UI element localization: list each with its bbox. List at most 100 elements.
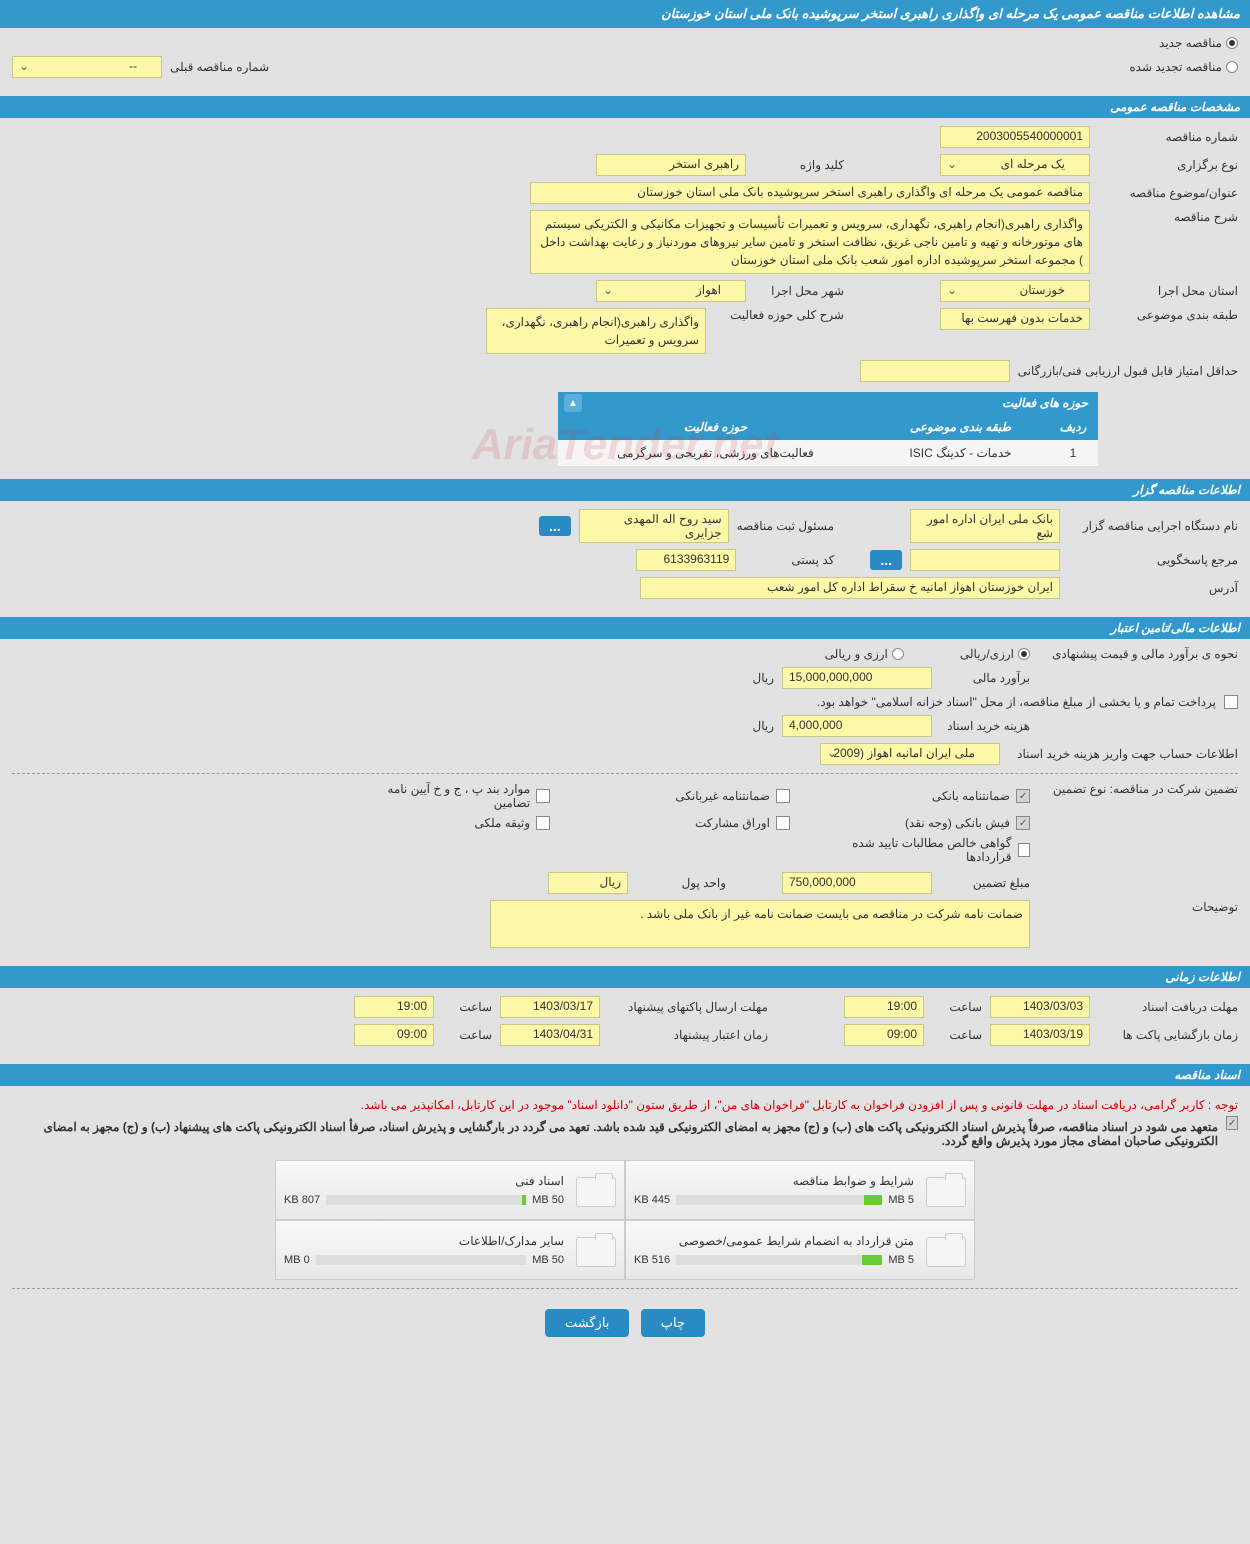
contact-more-button[interactable]: ... bbox=[870, 550, 902, 570]
doc-deadline-label: مهلت دریافت اسناد bbox=[1098, 1000, 1238, 1014]
postal-label: کد پستی bbox=[744, 553, 834, 567]
payment-note: پرداخت تمام و یا بخشی از مبلغ مناقصه، از… bbox=[817, 695, 1216, 709]
keyword-label: کلید واژه bbox=[754, 158, 844, 172]
notice-red: توجه : کاربر گرامی، دریافت اسناد در مهلت… bbox=[12, 1094, 1238, 1116]
min-score-field bbox=[860, 360, 1010, 382]
registrar-more-button[interactable]: ... bbox=[539, 516, 571, 536]
tender-no-field: 2003005540000001 bbox=[940, 126, 1090, 148]
validity-time: 09:00 bbox=[354, 1024, 434, 1046]
folder-icon bbox=[574, 1229, 616, 1271]
activities-table: ردیف طبقه بندی موضوعی حوزه فعالیت 1 خدما… bbox=[558, 414, 1098, 467]
min-score-label: حداقل امتیاز قابل قبول ارزیابی فنی/بازرگ… bbox=[1018, 364, 1238, 378]
general-section-header: مشخصات مناقصه عمومی bbox=[0, 96, 1250, 118]
chk-bank-receipt[interactable] bbox=[1016, 816, 1030, 830]
guarantee-amount-label: مبلغ تضمین bbox=[940, 876, 1030, 890]
folder-icon bbox=[924, 1229, 966, 1271]
address-label: آدرس bbox=[1068, 581, 1238, 595]
agency-field: بانک ملی ایران اداره امور شع bbox=[910, 509, 1060, 543]
unit-label: ریال bbox=[752, 671, 774, 685]
city-label: شهر محل اجرا bbox=[754, 284, 844, 298]
doc-fee-unit: ریال bbox=[752, 719, 774, 733]
folder-icon bbox=[574, 1169, 616, 1211]
commit-checkbox[interactable] bbox=[1226, 1116, 1238, 1130]
time-label-3: ساعت bbox=[932, 1028, 982, 1042]
col-scope: حوزه فعالیت bbox=[558, 414, 873, 440]
divider-bottom bbox=[12, 1288, 1238, 1289]
chk-bonds[interactable] bbox=[776, 816, 790, 830]
open-label: زمان بازگشایی پاکت ها bbox=[1098, 1028, 1238, 1042]
treasury-checkbox[interactable] bbox=[1224, 695, 1238, 709]
document-item[interactable]: متن قرارداد به انضمام شرایط عمومی/خصوصی … bbox=[625, 1220, 975, 1280]
guarantee-note-field: ضمانت نامه شرکت در مناقصه می بایست ضمانت… bbox=[490, 900, 1030, 948]
divider bbox=[12, 773, 1238, 774]
doc-progress bbox=[676, 1255, 882, 1265]
open-date: 1403/03/19 bbox=[990, 1024, 1090, 1046]
radio-renewed-tender[interactable] bbox=[1226, 61, 1238, 73]
document-item[interactable]: شرایط و ضوابط مناقصه 5 MB 445 KB bbox=[625, 1160, 975, 1220]
doc-size: 0 MB bbox=[284, 1254, 310, 1266]
documents-section-header: اسناد مناقصه bbox=[0, 1064, 1250, 1086]
doc-max: 50 MB bbox=[532, 1254, 564, 1266]
renewed-tender-label: مناقصه تجدید شده bbox=[1129, 60, 1222, 74]
doc-title: سایر مدارک/اطلاعات bbox=[284, 1234, 564, 1248]
print-button[interactable]: چاپ bbox=[641, 1309, 705, 1337]
desc-label: شرح مناقصه bbox=[1098, 210, 1238, 224]
document-item[interactable]: اسناد فنی 50 MB 807 KB bbox=[275, 1160, 625, 1220]
guarantee-unit-field: ریال bbox=[548, 872, 628, 894]
doc-title: اسناد فنی bbox=[284, 1174, 564, 1188]
guarantee-unit-label: واحد پول bbox=[636, 876, 726, 890]
city-select[interactable]: اهواز bbox=[596, 280, 746, 302]
open-time: 09:00 bbox=[844, 1024, 924, 1046]
province-select[interactable]: خوزستان bbox=[940, 280, 1090, 302]
postal-field: 6133963119 bbox=[636, 549, 736, 571]
registrar-label: مسئول ثبت مناقصه bbox=[737, 519, 834, 533]
doc-deadline-time: 19:00 bbox=[844, 996, 924, 1018]
prev-number-select[interactable]: -- bbox=[12, 56, 162, 78]
activity-scope-label: شرح کلی حوزه فعالیت bbox=[714, 308, 844, 322]
doc-size: 445 KB bbox=[634, 1194, 670, 1206]
prev-number-label: شماره مناقصه قبلی bbox=[170, 60, 269, 74]
currency-label: ارزی و ریالی bbox=[825, 647, 888, 661]
page-title: مشاهده اطلاعات مناقصه عمومی یک مرحله ای … bbox=[0, 0, 1250, 28]
tender-no-label: شماره مناقصه bbox=[1098, 130, 1238, 144]
back-button[interactable]: بازگشت bbox=[545, 1309, 629, 1337]
chk-bank-guarantee[interactable] bbox=[1016, 789, 1030, 803]
estimate-type-label: نحوه ی برآورد مالی و قیمت پیشنهادی bbox=[1038, 647, 1238, 661]
contact-field bbox=[910, 549, 1060, 571]
radio-rial[interactable] bbox=[1018, 648, 1030, 660]
chk-contract-cert[interactable] bbox=[1018, 843, 1030, 857]
col-row: ردیف bbox=[1048, 414, 1098, 440]
guarantee-amount-field: 750,000,000 bbox=[782, 872, 932, 894]
chk-nonbank[interactable] bbox=[776, 789, 790, 803]
holding-type-select[interactable]: یک مرحله ای bbox=[940, 154, 1090, 176]
chk-property[interactable] bbox=[536, 816, 550, 830]
guarantee-note-label: توضیحات bbox=[1038, 900, 1238, 914]
subject-field: مناقصه عمومی یک مرحله ای واگذاری راهبری … bbox=[530, 182, 1090, 204]
doc-size: 807 KB bbox=[284, 1194, 320, 1206]
chk-regulation[interactable] bbox=[536, 789, 550, 803]
account-select[interactable]: ملی ایران امانیه اهواز (2009 bbox=[820, 743, 1000, 765]
bid-deadline-label: مهلت ارسال پاکتهای پیشنهاد bbox=[608, 1000, 768, 1014]
category-field: خدمات بدون فهرست بها bbox=[940, 308, 1090, 330]
time-label-4: ساعت bbox=[442, 1028, 492, 1042]
validity-date: 1403/04/31 bbox=[500, 1024, 600, 1046]
activity-scope-field: واگذاری راهبری(انجام راهبری، نگهداری، سر… bbox=[486, 308, 706, 354]
doc-progress bbox=[326, 1195, 526, 1205]
document-item[interactable]: سایر مدارک/اطلاعات 50 MB 0 MB bbox=[275, 1220, 625, 1280]
activities-header: حوزه های فعالیت bbox=[1002, 396, 1088, 410]
radio-currency[interactable] bbox=[892, 648, 904, 660]
doc-progress bbox=[676, 1195, 882, 1205]
amount-field: 15,000,000,000 bbox=[782, 667, 932, 689]
col-category: طبقه بندی موضوعی bbox=[873, 414, 1048, 440]
bid-deadline-time: 19:00 bbox=[354, 996, 434, 1018]
validity-label: زمان اعتبار پیشنهاد bbox=[608, 1028, 768, 1042]
rial-label: ارزی/ریالی bbox=[960, 647, 1014, 661]
bid-deadline-date: 1403/03/17 bbox=[500, 996, 600, 1018]
radio-new-tender[interactable] bbox=[1226, 37, 1238, 49]
timing-section-header: اطلاعات زمانی bbox=[0, 966, 1250, 988]
guarantee-type-label: تضمین شرکت در مناقصه: نوع تضمین bbox=[1038, 782, 1238, 796]
doc-max: 50 MB bbox=[532, 1194, 564, 1206]
desc-field: واگذاری راهبری(انجام راهبری، نگهداری، سر… bbox=[530, 210, 1090, 274]
new-tender-label: مناقصه جدید bbox=[1159, 36, 1222, 50]
collapse-activities-icon[interactable]: ▲ bbox=[564, 394, 582, 412]
